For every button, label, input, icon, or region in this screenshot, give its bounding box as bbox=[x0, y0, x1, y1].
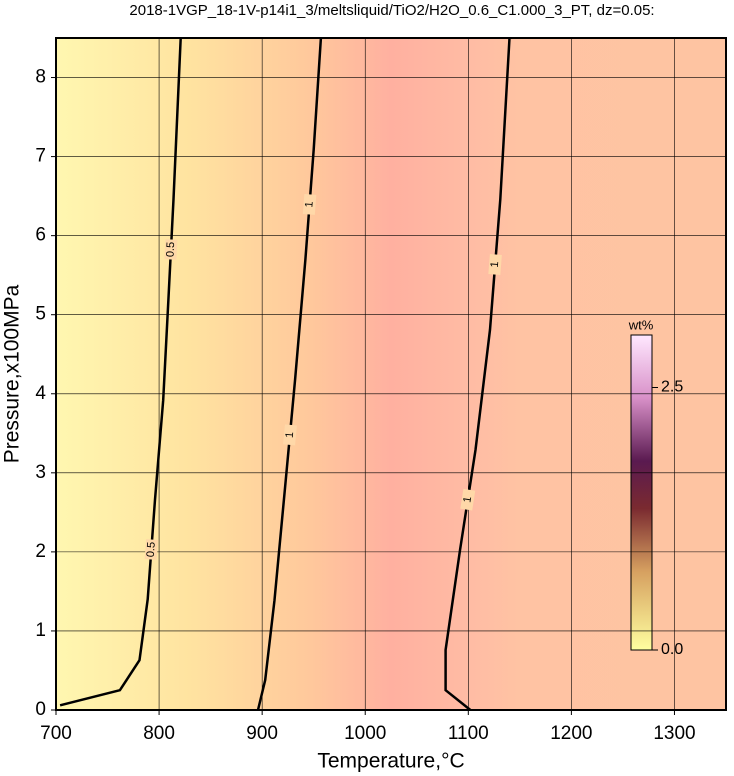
y-tick-label: 5 bbox=[35, 304, 46, 325]
x-tick-label: 1200 bbox=[550, 723, 592, 744]
y-tick-label: 2 bbox=[35, 541, 46, 562]
y-tick-label: 6 bbox=[35, 225, 46, 246]
contour-label-bg bbox=[164, 239, 178, 260]
contour-label-group: 1 bbox=[302, 193, 317, 215]
x-tick-label: 700 bbox=[40, 723, 72, 744]
x-tick-label: 1100 bbox=[448, 723, 489, 744]
colorbar bbox=[630, 334, 653, 651]
y-tick-label: 4 bbox=[35, 383, 46, 404]
x-tick-label: 900 bbox=[246, 723, 278, 744]
y-tick-label: 3 bbox=[35, 462, 46, 483]
contour-label-bg bbox=[144, 539, 159, 560]
y-tick-label: 8 bbox=[35, 67, 46, 88]
contour-label-group: 1 bbox=[283, 424, 297, 446]
contour-label-bg bbox=[488, 254, 502, 275]
plot-background bbox=[56, 38, 726, 710]
y-tick-label: 1 bbox=[35, 620, 46, 641]
contour-label: 1 bbox=[303, 201, 315, 208]
chart-title: 2018-1VGP_18-1V-p14i1_3/meltsliquid/TiO2… bbox=[129, 2, 654, 19]
contour-label: 1 bbox=[489, 261, 501, 268]
x-tick-label: 1300 bbox=[653, 723, 695, 744]
contour-label-bg bbox=[460, 488, 476, 511]
y-tick-label: 0 bbox=[35, 699, 46, 720]
contour-label: 1 bbox=[461, 496, 474, 504]
y-axis-label: Pressure,x100MPa bbox=[1, 284, 24, 463]
contour-label-bg bbox=[283, 424, 297, 446]
contour-label-group: 0.5 bbox=[144, 539, 159, 560]
colorbar-tick-label: 0.0 bbox=[661, 641, 683, 658]
contour-label-group: 0.5 bbox=[164, 239, 178, 260]
contour-label: 0.5 bbox=[164, 242, 177, 258]
plot-frame bbox=[55, 37, 727, 711]
contour-label: 1 bbox=[284, 431, 297, 438]
contour-label: 0.5 bbox=[145, 541, 158, 557]
contour-label-group: 1 bbox=[488, 254, 502, 275]
colorbar-tick-label: 2.5 bbox=[661, 379, 683, 396]
x-axis-label: Temperature,°C bbox=[317, 750, 464, 773]
x-tick-label: 1000 bbox=[344, 723, 386, 744]
contour-label-bg bbox=[302, 193, 317, 215]
x-tick-label: 800 bbox=[143, 723, 175, 744]
y-tick-label: 7 bbox=[35, 146, 46, 167]
colorbar-label: wt% bbox=[628, 317, 654, 332]
contour-line bbox=[59, 37, 182, 707]
contour-label-group: 1 bbox=[460, 488, 476, 511]
